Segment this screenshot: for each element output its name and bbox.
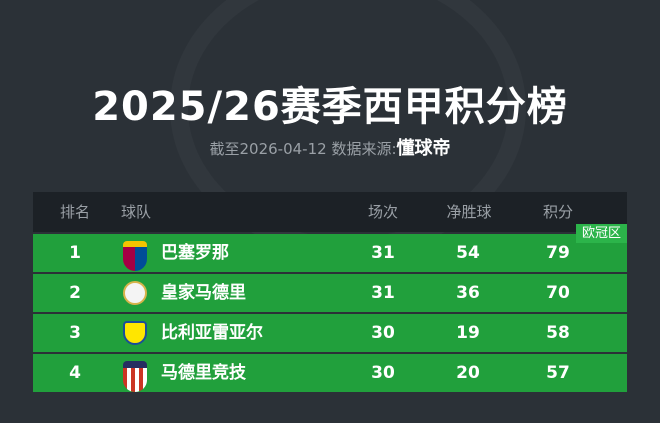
table-header: 排名 球队 场次 净胜球 积分 bbox=[33, 192, 627, 232]
points: 70 bbox=[546, 283, 570, 303]
source-name: 懂球帝 bbox=[396, 138, 451, 159]
date-source-label: 截至2026-04-12 数据来源: bbox=[209, 140, 397, 158]
header-played: 场次 bbox=[367, 203, 398, 221]
villarreal-crest-icon bbox=[123, 321, 147, 345]
table-row[interactable]: 3 比利亚雷亚尔 30 19 58 bbox=[33, 314, 627, 352]
team-name: 皇家马德里 bbox=[161, 283, 246, 303]
barcelona-crest-icon bbox=[123, 241, 147, 271]
atletico-crest-icon bbox=[123, 361, 147, 392]
goal-diff: 19 bbox=[456, 323, 480, 343]
header-goal-diff: 净胜球 bbox=[446, 203, 492, 221]
rank: 2 bbox=[69, 283, 81, 303]
team-name: 比利亚雷亚尔 bbox=[161, 323, 263, 343]
team-name: 巴塞罗那 bbox=[161, 243, 229, 263]
played: 31 bbox=[371, 283, 395, 303]
goal-diff: 54 bbox=[456, 243, 480, 263]
table-row[interactable]: 2 皇家马德里 31 36 70 bbox=[33, 274, 627, 312]
goal-diff: 36 bbox=[456, 283, 480, 303]
table-row[interactable]: 4 马德里竞技 30 20 57 bbox=[33, 354, 627, 392]
played: 31 bbox=[371, 243, 395, 263]
goal-diff: 20 bbox=[456, 363, 480, 383]
table-row[interactable]: 1 巴塞罗那 31 54 79 欧冠区 bbox=[33, 224, 627, 272]
rank: 4 bbox=[69, 363, 81, 383]
rank: 1 bbox=[69, 243, 81, 263]
points: 57 bbox=[546, 363, 570, 383]
team-name: 马德里竞技 bbox=[161, 363, 246, 383]
champions-league-zone-badge: 欧冠区 bbox=[575, 224, 627, 243]
standings-table: 排名 球队 场次 净胜球 积分 1 巴塞罗那 31 54 79 欧冠区 2 皇家… bbox=[33, 192, 627, 392]
header-points: 积分 bbox=[542, 203, 573, 221]
page-title: 2025/26赛季西甲积分榜 bbox=[92, 84, 568, 130]
played: 30 bbox=[371, 363, 395, 383]
header-rank: 排名 bbox=[59, 203, 90, 221]
points: 58 bbox=[546, 323, 570, 343]
real-madrid-crest-icon bbox=[123, 281, 147, 305]
header-team: 球队 bbox=[121, 203, 152, 221]
points: 79 bbox=[546, 243, 570, 263]
rank: 3 bbox=[69, 323, 81, 343]
played: 30 bbox=[371, 323, 395, 343]
subtitle: 截至2026-04-12 数据来源:懂球帝 bbox=[0, 134, 660, 160]
